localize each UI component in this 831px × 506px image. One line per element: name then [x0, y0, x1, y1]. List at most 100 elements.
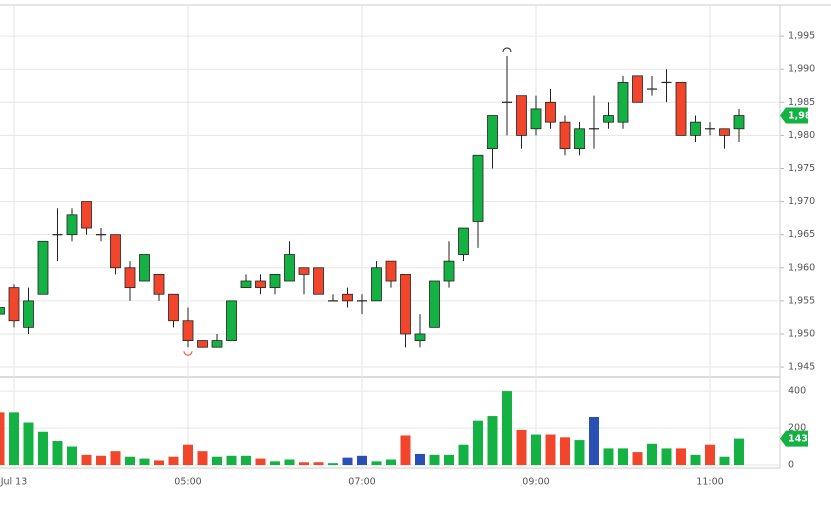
candle-body: [400, 273, 411, 335]
candle-body: [443, 260, 455, 282]
candle-body: [240, 280, 252, 289]
volume-bar: [38, 431, 48, 466]
candle-body: [719, 128, 730, 136]
candle-body: [153, 273, 165, 295]
candle-body: [458, 227, 469, 255]
candle-body: [139, 254, 150, 282]
y-tick-label: 400: [788, 386, 806, 397]
volume-bar: [125, 456, 135, 466]
candle-body: [733, 115, 745, 130]
volume-bar: [647, 443, 657, 466]
candle-body: [284, 254, 295, 282]
candle-body: [603, 115, 614, 123]
volume-bar: [342, 457, 353, 466]
volume-bar: [284, 459, 295, 466]
volume-bar: [429, 454, 440, 466]
x-tick-label: Jul 13: [0, 477, 27, 488]
labels: 1,945 1,950 1,955 1,960 1,965 1,970 1,975 1,980…: [0, 31, 818, 488]
candle-body: [385, 260, 397, 282]
candle-body: [81, 201, 92, 229]
volume-bar: [81, 454, 92, 466]
volume-bar: [197, 451, 208, 466]
volume-bar: [632, 452, 643, 466]
candle-body: [298, 267, 310, 275]
candle-body: [182, 320, 194, 341]
y-tick-label: 1,985: [788, 97, 815, 108]
volume-bar: [328, 463, 338, 466]
candle-body: [545, 101, 556, 123]
volume-bar: [690, 454, 701, 466]
volume-bar: [516, 429, 527, 466]
volume-bar: [226, 455, 237, 466]
volume-bar: [473, 420, 483, 466]
candle-body: [313, 267, 324, 295]
candle-body: [414, 333, 426, 341]
y-tick-label: 1,965: [788, 229, 815, 240]
candle-body: [66, 214, 78, 236]
price-tag: [780, 430, 808, 447]
candle-body: [124, 267, 136, 289]
volume-bar: [241, 455, 251, 466]
candle-body: [23, 300, 34, 328]
volume-bar: [52, 441, 63, 466]
candle-body: [429, 280, 440, 328]
volume-bar: [67, 446, 77, 466]
x-tick-label: 07:00: [348, 477, 375, 488]
candle-body: [168, 293, 179, 322]
candle-body: [269, 273, 281, 289]
volume-bar: [458, 444, 469, 466]
volume-bar: [0, 412, 5, 466]
candle-body: [8, 287, 20, 322]
candle-body: [559, 121, 571, 150]
volume-bar: [661, 448, 672, 466]
volume-bar: [9, 412, 19, 466]
volume-bar: [371, 461, 382, 466]
volume-bar: [487, 416, 498, 466]
y-tick-label: 200: [788, 423, 806, 434]
candle-body: [110, 234, 121, 269]
high-marker: [502, 47, 512, 53]
volume-bar: [560, 437, 570, 466]
volume-bar: [444, 454, 454, 466]
marks: [0, 47, 745, 466]
volume-bar: [502, 391, 512, 466]
volume-bar: [168, 456, 179, 466]
price-tag-label: 1,983: [788, 111, 818, 122]
volume-bar: [719, 456, 730, 466]
volume-bar: [183, 444, 193, 466]
candle-body: [632, 75, 643, 103]
x-tick-label: 11:00: [696, 477, 723, 488]
volume-bar: [110, 451, 121, 466]
y-tick-label: 1,980: [788, 130, 815, 141]
candle-body: [37, 240, 49, 295]
volume-bar: [705, 444, 715, 466]
candle-body: [0, 307, 5, 315]
volume-bar: [734, 438, 744, 466]
volume-bar: [270, 461, 280, 466]
candle-body: [690, 121, 701, 136]
y-tick-label: 1,950: [788, 328, 815, 339]
candle-body: [516, 95, 527, 136]
candle-body: [255, 280, 266, 289]
y-tick-label: 1,975: [788, 163, 815, 174]
y-tick-label: 1,970: [788, 196, 815, 207]
x-tick-label: 05:00: [174, 477, 201, 488]
volume-bar: [400, 435, 411, 466]
candle-body: [617, 82, 629, 123]
volume-bar: [574, 440, 585, 466]
volume-bar: [603, 448, 614, 466]
price-tag: [780, 107, 808, 124]
volume-bar: [386, 459, 396, 466]
candle-body: [530, 108, 542, 130]
candle-body: [226, 300, 237, 341]
candle-body: [371, 267, 382, 302]
volume-bar: [545, 434, 556, 466]
volume-bar: [589, 416, 599, 466]
volume-bar: [212, 456, 222, 466]
volume-bar: [618, 448, 628, 466]
candle-body: [675, 82, 687, 136]
y-tick-label: 1,945: [788, 362, 815, 373]
candle-body: [472, 154, 484, 222]
